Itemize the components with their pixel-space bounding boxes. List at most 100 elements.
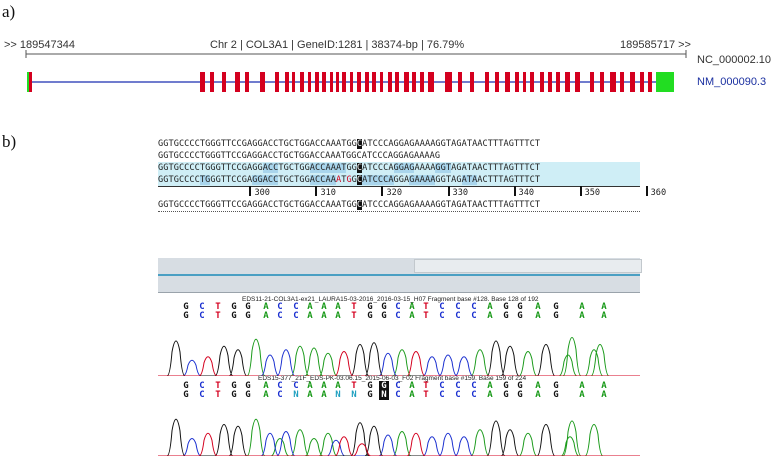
base-call: A (321, 311, 327, 321)
sequence-base: T (278, 200, 284, 210)
ruler-label: 340 (518, 188, 535, 198)
sequence-base: C (184, 175, 190, 185)
panel-b-label: b) (2, 132, 17, 151)
sequence-base: C (236, 163, 242, 173)
sequence-base: C (377, 163, 384, 173)
sequence-base: T (534, 163, 541, 173)
sequence-base: A (325, 200, 331, 210)
sequence-base: A (325, 163, 331, 173)
sequence-base: C (482, 139, 488, 149)
sequence-base: G (173, 175, 179, 185)
sequence-base: G (283, 163, 289, 173)
exon-block (590, 72, 594, 92)
base-call: A (579, 311, 585, 321)
sequence-base: A (330, 139, 336, 149)
sequence-base: C (529, 200, 535, 210)
base-call: A (601, 311, 607, 321)
sequence-base: T (445, 200, 452, 210)
sequence-base: G (210, 200, 216, 210)
sequence-base: G (351, 139, 357, 149)
base-call: G (183, 311, 189, 321)
sequence-base: A (388, 163, 394, 173)
sequence-base: A (419, 175, 425, 185)
base-call: N (351, 390, 357, 400)
sequence-base: A (430, 163, 436, 173)
exon-block (395, 72, 399, 92)
base-call: C (455, 381, 461, 391)
sequence-base: G (173, 139, 179, 149)
sequence-base: A (335, 175, 342, 185)
sequence-base: G (257, 200, 263, 210)
chromatogram-scrollbar[interactable] (158, 258, 642, 293)
exon-block (575, 72, 580, 92)
exon-block (285, 72, 289, 92)
base-call: G (231, 381, 237, 391)
gene-structure-svg (25, 50, 687, 92)
base-call: T (423, 302, 429, 312)
exon-block (330, 72, 333, 92)
sequence-base: C (383, 200, 389, 210)
sequence-base: C (267, 139, 274, 149)
sequence-base: A (451, 200, 457, 210)
base-call: T (215, 390, 221, 400)
sequence-base: T (524, 163, 530, 173)
sequence-base: A (503, 163, 509, 173)
exon-block (610, 72, 616, 92)
sequence-base: G (257, 163, 263, 173)
sequence-base: G (299, 175, 305, 185)
sequence-base: G (346, 163, 352, 173)
ruler-tick (513, 186, 516, 196)
alignment-row-4: GGTGCCCCTGGGTTCCGAGGACCTGCTGGACCAAATGGCA… (158, 174, 640, 186)
base-call: A (335, 311, 341, 321)
trace-t-channel (158, 351, 640, 376)
sequence-base: C (356, 175, 363, 185)
sequence-base: C (273, 200, 279, 210)
base-call: G (503, 302, 509, 312)
sequence-base: T (220, 175, 227, 185)
sequence-base: T (226, 200, 232, 210)
sequence-base: T (278, 139, 284, 149)
sequence-base: G (346, 200, 352, 210)
ruler-tick (315, 186, 318, 196)
sequence-base: T (487, 175, 493, 185)
exon-block (275, 72, 279, 92)
base-call: C (395, 311, 401, 321)
base-call: C (199, 390, 205, 400)
sequence-base: A (246, 139, 253, 149)
gene-header: Chr 2 | COL3A1 | GeneID:1281 | 38374-bp … (210, 39, 465, 51)
sequence-base: C (236, 175, 242, 185)
sequence-base: G (456, 200, 462, 210)
base-call: C (277, 302, 283, 312)
base-call: G (231, 311, 237, 321)
base-call: N (379, 390, 389, 400)
sequence-base: G (393, 139, 399, 149)
accession-genomic: NC_000002.10 (697, 54, 772, 66)
sequence-base: G (241, 139, 247, 149)
base-call: C (439, 390, 445, 400)
sequence-base: G (508, 139, 514, 149)
base-call: G (245, 381, 251, 391)
sequence-base: A (424, 175, 431, 185)
ruler-tick (447, 186, 450, 196)
sequence-base: A (309, 200, 316, 210)
sequence-base: C (231, 175, 237, 185)
base-call: T (423, 311, 429, 321)
sequence-base: T (498, 163, 504, 173)
left-coordinate: >> 189547344 (4, 39, 75, 51)
sequence-base: A (309, 139, 316, 149)
scroll-track-line (158, 274, 640, 276)
base-call: T (215, 302, 221, 312)
sequence-base: A (325, 175, 331, 185)
sequence-base: T (294, 175, 300, 185)
exon-block (292, 72, 295, 92)
sequence-base: A (388, 139, 394, 149)
utr-3prime (656, 72, 674, 92)
sequence-base: C (288, 139, 295, 149)
exon-block (600, 72, 604, 92)
scroll-thumb[interactable] (414, 259, 642, 273)
sequence-base: T (493, 200, 499, 210)
base-call: A (601, 390, 607, 400)
accession-mrna[interactable]: NM_000090.3 (697, 76, 767, 88)
exon-block (210, 72, 214, 92)
